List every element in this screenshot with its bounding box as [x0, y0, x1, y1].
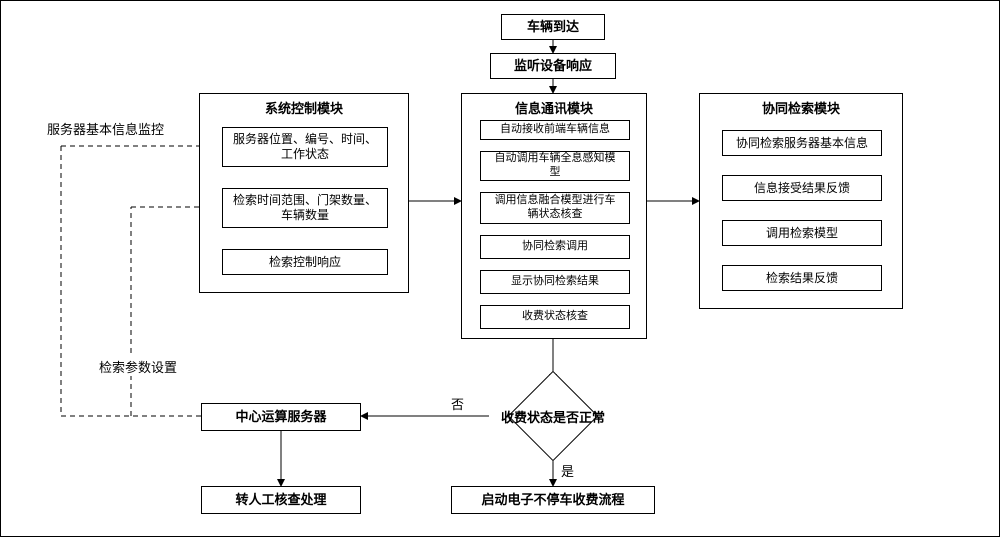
coop-item-1: 信息接受结果反馈 — [722, 175, 882, 201]
sys-item-2: 检索控制响应 — [222, 249, 388, 275]
comm-item-2: 调用信息融合模型进行车 辆状态核查 — [480, 192, 630, 224]
decision-label: 收费状态是否正常 — [481, 399, 625, 433]
text: 中心运算服务器 — [235, 409, 326, 425]
text: 自动调用车辆全息感知模 型 — [495, 152, 616, 180]
text: 是 — [561, 464, 574, 479]
module-title: 协同检索模块 — [700, 94, 902, 123]
text: 收费状态是否正常 — [501, 407, 605, 426]
text: 服务器位置、编号、时间、 工作状态 — [233, 132, 377, 162]
module-coop-search: 协同检索模块 协同检索服务器基本信息 信息接受结果反馈 调用检索模型 检索结果反… — [699, 93, 903, 309]
label-server-monitor: 服务器基本信息监控 — [47, 119, 164, 138]
text: 收费状态核查 — [522, 310, 588, 324]
text: 检索控制响应 — [269, 255, 341, 270]
text: 显示协同检索结果 — [511, 275, 599, 289]
text: 调用信息融合模型进行车 辆状态核查 — [495, 194, 616, 222]
node-device-listen: 监听设备响应 — [490, 53, 616, 79]
node-etc-flow: 启动电子不停车收费流程 — [451, 486, 655, 514]
sys-item-0: 服务器位置、编号、时间、 工作状态 — [222, 127, 388, 167]
text: 检索时间范围、门架数量、 车辆数量 — [233, 193, 377, 223]
coop-item-3: 检索结果反馈 — [722, 265, 882, 291]
text: 检索参数设置 — [99, 360, 177, 375]
text: 自动接收前端车辆信息 — [500, 123, 610, 137]
coop-item-0: 协同检索服务器基本信息 — [722, 130, 882, 156]
module-info-comm: 信息通讯模块 自动接收前端车辆信息 自动调用车辆全息感知模 型 调用信息融合模型… — [461, 93, 647, 339]
coop-item-2: 调用检索模型 — [722, 220, 882, 246]
text: 启动电子不停车收费流程 — [481, 492, 624, 508]
text: 检索结果反馈 — [766, 271, 838, 286]
node-center-server: 中心运算服务器 — [201, 403, 361, 431]
text: 监听设备响应 — [514, 58, 592, 74]
text: 车辆到达 — [527, 19, 579, 35]
node-vehicle-arrive: 车辆到达 — [501, 14, 605, 40]
text: 信息接受结果反馈 — [754, 181, 850, 196]
sys-item-1: 检索时间范围、门架数量、 车辆数量 — [222, 188, 388, 228]
module-title: 信息通讯模块 — [462, 94, 646, 123]
text: 转人工核查处理 — [235, 492, 326, 508]
label-yes: 是 — [561, 461, 574, 480]
flowchart-canvas: 车辆到达 监听设备响应 系统控制模块 服务器位置、编号、时间、 工作状态 检索时… — [0, 0, 1000, 537]
comm-item-4: 显示协同检索结果 — [480, 270, 630, 294]
comm-item-3: 协同检索调用 — [480, 235, 630, 259]
text: 否 — [451, 397, 464, 412]
text: 协同检索服务器基本信息 — [736, 136, 868, 151]
text: 服务器基本信息监控 — [47, 122, 164, 137]
comm-item-1: 自动调用车辆全息感知模 型 — [480, 151, 630, 181]
text: 协同检索调用 — [522, 240, 588, 254]
module-system-control: 系统控制模块 服务器位置、编号、时间、 工作状态 检索时间范围、门架数量、 车辆… — [199, 93, 409, 293]
text: 调用检索模型 — [766, 226, 838, 241]
node-manual: 转人工核查处理 — [201, 486, 361, 514]
label-search-param: 检索参数设置 — [99, 357, 177, 376]
label-no: 否 — [451, 394, 464, 413]
module-title: 系统控制模块 — [200, 94, 408, 123]
comm-item-5: 收费状态核查 — [480, 305, 630, 329]
comm-item-0: 自动接收前端车辆信息 — [480, 120, 630, 140]
